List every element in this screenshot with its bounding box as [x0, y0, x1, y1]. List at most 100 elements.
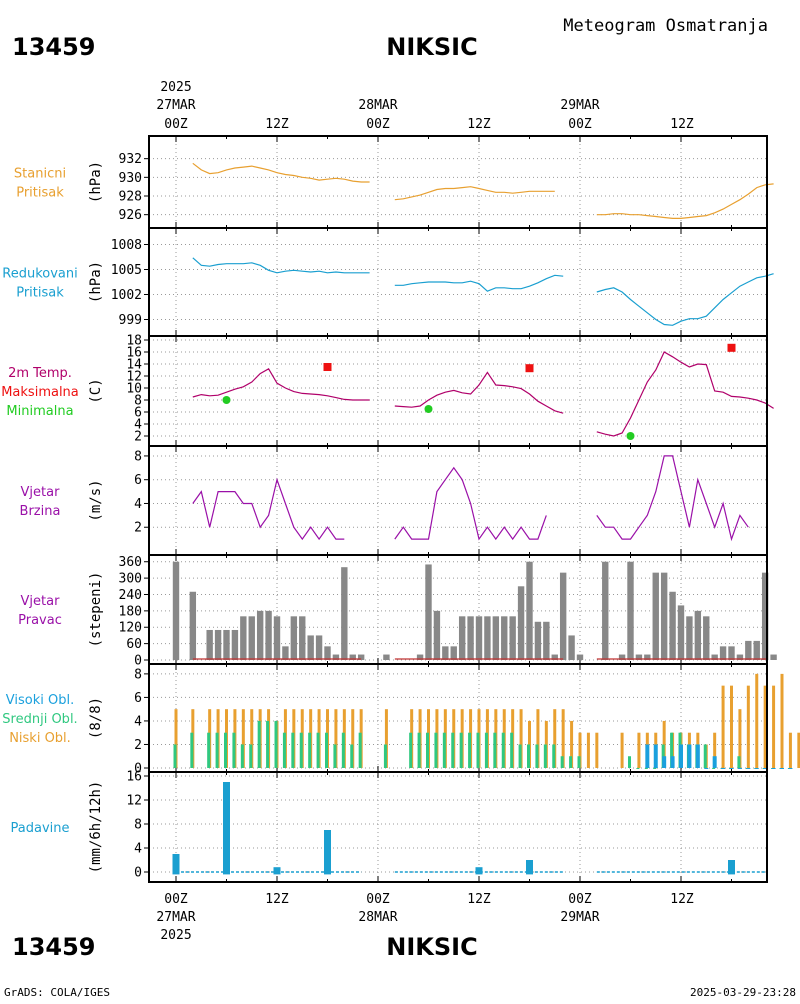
y-tick-label: 6	[134, 473, 142, 488]
tmin-marker	[222, 396, 231, 404]
low-cloud-bar	[797, 732, 800, 768]
high-cloud-bar	[695, 744, 700, 768]
mid-cloud-bar	[240, 744, 244, 768]
mid-cloud-bar	[737, 756, 741, 768]
low-cloud-bar	[772, 685, 776, 768]
wind-direction-bar	[694, 610, 702, 660]
series-line-reduced-pressure	[394, 274, 564, 292]
mid-cloud-bar	[207, 732, 211, 768]
precip-bar	[324, 830, 331, 875]
high-cloud-bar	[763, 768, 768, 769]
y-tick-label: 0	[134, 654, 142, 669]
wind-direction-bar	[299, 616, 306, 660]
series-line-temperature	[192, 367, 370, 401]
mid-cloud-bar	[535, 744, 539, 768]
low-cloud-bar	[351, 709, 355, 768]
low-cloud-bar	[788, 732, 792, 768]
low-cloud-bar	[738, 709, 742, 768]
wind-direction-bar	[290, 616, 298, 660]
y-tick-label: 999	[119, 313, 142, 328]
wind-direction-bar	[602, 561, 609, 660]
hour-tick-bottom: 00Z	[366, 892, 390, 907]
hour-tick-top: 00Z	[568, 117, 592, 132]
low-cloud-bar	[595, 732, 599, 768]
y-tick-label: 926	[119, 208, 142, 223]
panel-label: Redukovani	[2, 267, 77, 282]
wind-direction-bar	[576, 654, 584, 660]
panel-label: Niski Obl.	[9, 731, 71, 746]
wind-direction-bar	[669, 591, 676, 660]
wind-direction-bar	[627, 561, 634, 660]
y-tick-label: 1002	[111, 288, 142, 303]
panel-clouds: 0 2 4 6 8 Visoki Obl. Srednji Obl. Niski Obl. (8…	[2, 663, 800, 777]
y-tick-label: 360	[119, 555, 142, 570]
hour-tick-bottom: 12Z	[670, 892, 694, 907]
mid-cloud-bar	[224, 732, 227, 768]
wind-direction-bar	[223, 629, 230, 660]
mid-cloud-bar	[518, 744, 522, 768]
mid-cloud-bar	[173, 744, 177, 768]
low-cloud-bar	[746, 685, 750, 768]
wind-direction-bar	[484, 616, 491, 660]
wind-direction-bar	[332, 654, 340, 660]
mid-cloud-bar	[468, 732, 472, 768]
mid-cloud-bar	[426, 732, 429, 768]
precip-bar	[526, 860, 533, 875]
mid-cloud-bar	[442, 732, 446, 768]
y-tick-label: 240	[119, 588, 142, 603]
y-tick-label: 4	[134, 497, 142, 512]
unit-label: (hPa)	[88, 161, 104, 203]
y-tick-label: 4	[134, 714, 142, 729]
y-tick-label: 120	[119, 621, 142, 636]
mid-cloud-bar	[451, 732, 455, 768]
y-tick-label: 6	[134, 406, 142, 421]
y-tick-label: 1008	[111, 238, 142, 253]
mid-cloud-bar	[350, 744, 354, 768]
mid-cloud-bar	[282, 732, 286, 768]
tmax-marker	[727, 343, 736, 352]
wind-direction-bar	[324, 646, 331, 660]
precip-bar	[728, 860, 735, 875]
wind-direction-bar	[559, 572, 567, 660]
wind-direction-bar	[256, 610, 264, 660]
panel-label: Vjetar	[21, 485, 61, 500]
wind-direction-bar	[551, 654, 558, 660]
wind-direction-bar	[416, 654, 424, 660]
high-cloud-bar	[737, 768, 742, 769]
wind-direction-bar	[307, 635, 314, 660]
mid-cloud-bar	[291, 732, 295, 768]
wind-direction-bar	[248, 616, 255, 660]
day-label-top-28mar: 28MAR	[358, 98, 397, 113]
y-tick-label: 300	[119, 572, 142, 587]
panel-label: Padavine	[11, 821, 70, 836]
y-tick-label: 16	[126, 346, 142, 361]
low-cloud-bar	[763, 685, 767, 768]
panel-reduced-pressure: 999 1002 1005 1008 Redukovani Pritisak (hPa)	[2, 227, 774, 337]
wind-direction-bar	[568, 635, 575, 660]
wind-direction-bar	[509, 616, 516, 660]
wind-direction-bar	[534, 621, 542, 660]
station-name-bottom: NIKSIC	[386, 933, 477, 961]
high-cloud-bar	[780, 768, 784, 769]
low-cloud-bar	[519, 709, 523, 768]
panel-label: Pravac	[18, 613, 62, 628]
y-tick-label: 180	[119, 604, 142, 619]
wind-direction-bar	[711, 654, 718, 660]
series-line-reduced-pressure	[192, 257, 370, 274]
wind-direction-bar	[492, 616, 500, 660]
day-label-top-27mar: 27MAR	[156, 98, 195, 113]
hour-tick-bottom: 00Z	[568, 892, 592, 907]
hour-tick-bottom: 00Z	[164, 892, 188, 907]
wind-direction-bar	[315, 635, 323, 660]
station-id-bottom: 13459	[12, 933, 96, 961]
wind-direction-bar	[770, 654, 777, 660]
y-tick-label: 12	[126, 370, 142, 385]
series-line-wind-speed	[192, 477, 345, 541]
mid-cloud-bar	[577, 756, 581, 768]
series-line-wind-speed	[394, 466, 547, 541]
mid-cloud-bar	[249, 744, 253, 768]
mid-cloud-bar	[636, 768, 640, 769]
